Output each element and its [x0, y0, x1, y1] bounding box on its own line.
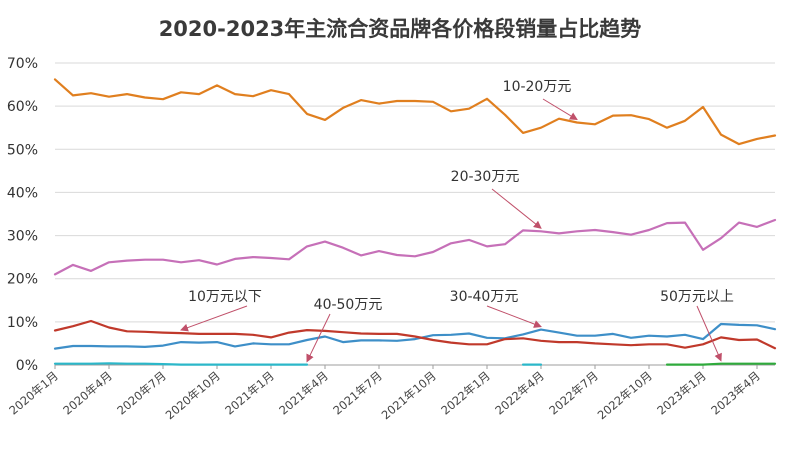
- x-tick-label: 2022年7月: [546, 369, 601, 418]
- y-tick-label: 0%: [16, 358, 38, 374]
- annotation-label: 30-40万元: [450, 289, 519, 305]
- grid-lines: [55, 62, 775, 366]
- x-tick-label: 2022年10月: [595, 369, 655, 423]
- series-lines: [53, 78, 777, 366]
- x-tick-label: 2020年4月: [60, 369, 115, 418]
- annotation-label: 10-20万元: [503, 79, 572, 95]
- annotation-arrow: [180, 305, 248, 332]
- annotation-arrow: [696, 305, 722, 362]
- x-tick-label: 2020年1月: [6, 369, 61, 418]
- y-tick-label: 60%: [7, 99, 38, 115]
- y-tick-label: 10%: [7, 315, 38, 331]
- annotation-arrow: [306, 313, 331, 363]
- y-tick-label: 30%: [7, 229, 38, 245]
- x-tick-label: 2021年10月: [379, 369, 439, 423]
- x-tick-label: 2021年7月: [330, 369, 385, 418]
- series-line: [665, 362, 777, 366]
- x-tick-label: 2020年10月: [163, 369, 223, 423]
- series-line: [53, 78, 777, 146]
- y-axis-ticks: 0% 10% 20% 30% 40% 50% 60% 70%: [7, 56, 38, 374]
- y-tick-label: 20%: [7, 272, 38, 288]
- x-tick-label: 2022年4月: [492, 369, 547, 418]
- series-line: [53, 362, 543, 366]
- x-tick-label: 2022年1月: [438, 369, 493, 418]
- x-tick-label: 2023年1月: [654, 369, 709, 418]
- series-line: [53, 218, 777, 276]
- annotation-label: 20-30万元: [451, 169, 520, 185]
- x-tick-label: 2020年7月: [114, 369, 169, 418]
- annotation-label: 50万元以上: [660, 289, 734, 305]
- annotation-label: 40-50万元: [314, 297, 383, 313]
- x-tick-label: 2023年4月: [708, 369, 763, 418]
- annotation-arrow: [542, 98, 578, 121]
- annotation-arrow: [491, 188, 542, 229]
- x-tick-label: 2021年4月: [276, 369, 331, 418]
- annotations: 10-20万元 20-30万元 10万元以下 40-50万元 30-40万元 50万元以上: [180, 79, 734, 363]
- x-tick-label: 2021年1月: [222, 369, 277, 418]
- chart-title: 2020-2023年主流合资品牌各价格段销量占比趋势: [159, 17, 642, 41]
- y-tick-label: 70%: [7, 56, 38, 72]
- annotation-arrow: [486, 305, 542, 328]
- series-line: [53, 322, 777, 350]
- series-line: [53, 319, 777, 350]
- annotation-label: 10万元以下: [188, 289, 262, 305]
- y-tick-label: 50%: [7, 142, 38, 158]
- y-tick-label: 40%: [7, 185, 38, 201]
